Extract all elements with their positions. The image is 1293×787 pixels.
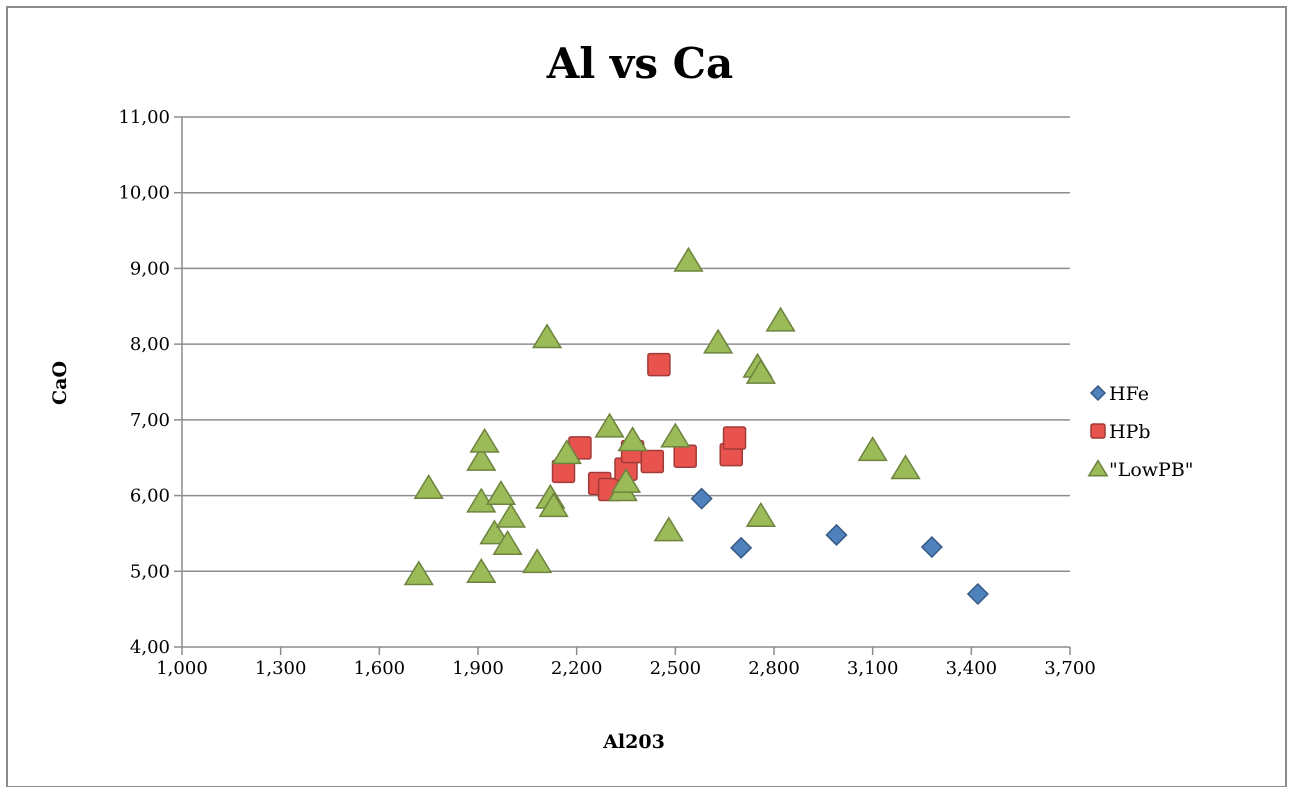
data-point-triangle [492,529,523,555]
data-point-square [722,426,747,450]
legend-item: "LowPB" [1087,459,1194,481]
legend-item: HPb [1090,421,1151,443]
legend-marker-triangle [1087,459,1109,477]
data-point-triangle [702,328,734,354]
data-point-triangle [403,560,434,586]
data-point-triangle [495,502,527,528]
chart-frame [6,6,1287,787]
y-axis-title: CaO [49,361,71,405]
data-point-square [647,352,671,377]
y-tick-labels: 4,00 5,00 6,00 7,00 8,00 9,00 10,00 11,00 [118,107,170,658]
legend-label: HPb [1109,421,1151,443]
data-point-triangle [610,467,642,493]
y-tick-label: 7,00 [130,410,170,431]
x-tick-label: 3,100 [847,658,899,679]
y-tick-label: 10,00 [118,183,170,204]
x-tick-label: 2,200 [551,658,603,679]
data-point-triangle [466,487,497,513]
y-tick-label: 5,00 [130,561,170,582]
x-tick-label: 1,900 [452,658,504,679]
data-point-triangle [466,445,497,471]
legend-marker-diamond [1089,384,1107,402]
data-point-triangle [522,548,553,574]
data-point-diamond [920,535,943,559]
x-tick-label: 3,400 [946,658,998,679]
data-point-triangle [857,436,888,462]
data-point-diamond [825,523,848,547]
x-tick-label: 1,300 [255,658,307,679]
data-point-triangle [469,427,500,453]
data-point-triangle [765,306,796,332]
series-2 [403,246,921,586]
series-0 [690,487,989,606]
y-tick-label: 11,00 [118,107,170,128]
y-tick-label: 6,00 [130,486,170,507]
data-point-triangle [653,516,684,542]
series-1 [551,352,747,502]
data-point-square [640,449,665,474]
x-tick-label: 2,500 [650,658,702,679]
data-point-triangle [551,439,582,465]
data-point-triangle [479,519,510,545]
chart-title: Al vs Ca [546,39,733,88]
data-point-diamond [966,582,989,606]
data-point-triangle [485,480,517,506]
legend: HFe HPb "LowPB" [1087,383,1194,481]
data-point-diamond [690,487,713,510]
x-tick-label: 2,800 [748,658,800,679]
legend-marker-square [1090,423,1106,439]
data-points [403,246,989,606]
x-tick-label: 3,700 [1044,658,1096,679]
data-point-triangle [538,492,569,518]
y-tick-label: 9,00 [130,258,170,279]
data-point-triangle [594,412,625,438]
data-point-triangle [617,426,648,452]
data-point-triangle [673,246,704,272]
x-tick-label: 1,600 [354,658,406,679]
data-point-triangle [745,501,776,527]
legend-label: "LowPB" [1109,459,1194,481]
data-point-triangle [660,422,691,448]
data-point-triangle [531,323,563,349]
legend-label: HFe [1109,383,1149,405]
axes [174,116,1071,655]
data-point-triangle [890,454,921,480]
data-point-square [673,444,697,468]
data-point-triangle [413,473,444,499]
x-tick-labels: 1,000 1,300 1,600 1,900 2,200 2,500 2,800 3,100… [156,658,1096,679]
data-point-triangle [745,358,776,384]
data-point-diamond [730,536,753,559]
x-tick-label: 1,000 [156,658,208,679]
legend-item: HFe [1089,383,1149,405]
data-point-triangle [466,557,497,583]
y-tick-label: 4,00 [130,637,170,658]
y-tick-label: 8,00 [130,334,170,355]
x-axis-title: Al203 [602,731,665,753]
